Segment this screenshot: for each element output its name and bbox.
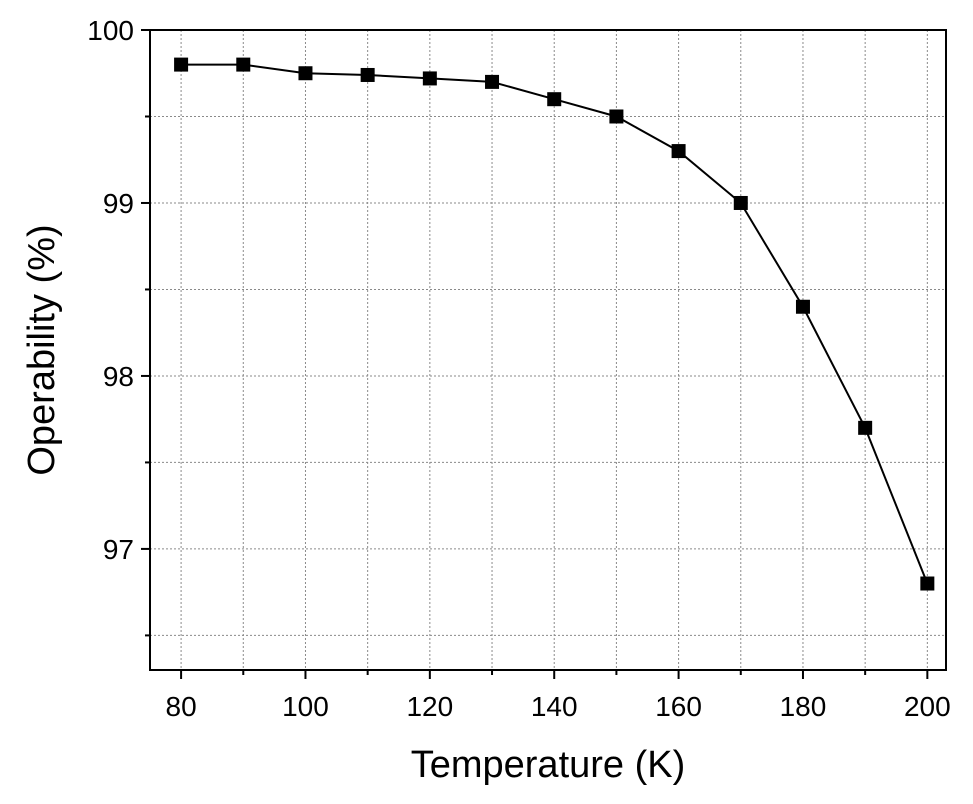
data-point-marker — [795, 299, 810, 314]
x-tick-label: 140 — [531, 691, 578, 722]
x-tick-label: 160 — [655, 691, 702, 722]
x-tick-label: 80 — [166, 691, 197, 722]
x-tick-label: 180 — [780, 691, 827, 722]
grid-lines — [150, 29, 946, 670]
x-tick-label: 100 — [282, 691, 329, 722]
x-axis-title: Temperature (K) — [411, 744, 686, 786]
y-tick-label: 98 — [103, 361, 134, 392]
data-point-marker — [422, 71, 437, 86]
x-tick-label: 120 — [406, 691, 453, 722]
data-point-marker — [360, 67, 375, 82]
data-point-marker — [609, 109, 624, 124]
data-point-marker — [174, 57, 189, 72]
data-point-marker — [920, 576, 935, 591]
x-tick-labels: 80 100 120 140 160 180 200 — [166, 691, 951, 722]
y-tick-label: 100 — [87, 15, 134, 46]
data-point-marker — [858, 420, 873, 435]
data-point-marker — [671, 144, 686, 159]
data-point-marker — [485, 74, 500, 89]
data-point-marker — [236, 57, 251, 72]
y-tick-labels: 97 98 99 100 — [87, 15, 134, 565]
y-axis-title: Operability (%) — [21, 224, 63, 475]
plot-frame — [149, 29, 947, 671]
data-point-marker — [547, 92, 562, 107]
x-tick-label: 200 — [904, 691, 951, 722]
axis-ticks — [141, 29, 929, 679]
y-tick-label: 97 — [103, 534, 134, 565]
data-series — [174, 57, 935, 591]
data-point-marker — [298, 66, 313, 81]
y-tick-label: 99 — [103, 188, 134, 219]
data-point-marker — [733, 195, 748, 210]
